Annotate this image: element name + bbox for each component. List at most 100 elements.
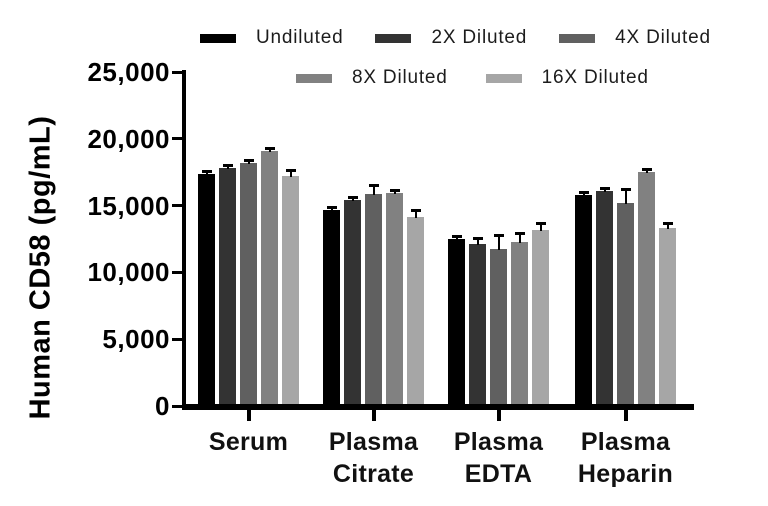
bar-2x-diluted [596, 190, 613, 408]
y-axis-tick-label: 5,000 [102, 324, 170, 355]
y-axis-tick-label: 10,000 [87, 257, 170, 288]
error-bar-cap [578, 190, 589, 194]
error-bar-stem [393, 190, 396, 194]
legend-label: 8X Diluted [352, 67, 448, 88]
y-axis-tick-label: 15,000 [87, 190, 170, 221]
x-axis-line [182, 404, 694, 410]
y-axis-tick-label: 25,000 [87, 57, 170, 87]
y-axis-tick [172, 337, 183, 341]
bar-8x-diluted [511, 241, 528, 408]
y-axis-tick-label: 0 [155, 391, 170, 421]
bar-2x-diluted [344, 199, 361, 408]
error-bar-stem [455, 237, 458, 240]
y-axis-tick [172, 404, 183, 408]
x-category-label: Plasma EDTA [414, 426, 584, 490]
bar-16x-diluted [532, 230, 549, 408]
legend-label: 16X Diluted [541, 67, 649, 88]
y-axis-tick [172, 137, 183, 141]
y-axis-tick [172, 70, 183, 74]
legend-label: 4X Diluted [615, 27, 711, 48]
error-bar-cap [514, 232, 525, 236]
error-bar-stem [497, 236, 500, 250]
bar-8x-diluted [638, 171, 655, 408]
x-category-label-line: Plasma [328, 428, 419, 456]
y-axis-title-text: Human CD58 (pg/mL) [24, 115, 57, 420]
error-bar-cap [493, 234, 504, 238]
y-axis-tick [172, 204, 183, 208]
bar-undiluted [448, 239, 465, 408]
bar-4x-diluted [365, 193, 382, 408]
x-axis-tick [623, 410, 628, 421]
legend-swatch-icon [200, 33, 236, 43]
x-axis-tick [246, 410, 251, 421]
legend-item-undiluted: Undiluted [200, 27, 343, 49]
y-axis-tick [172, 270, 183, 274]
legend-item-2x-diluted: 2X Diluted [375, 27, 527, 49]
error-bar-stem [247, 160, 250, 164]
x-category-label: Plasma Citrate [289, 426, 459, 490]
error-bar-stem [289, 170, 292, 177]
legend-item-8x-diluted: 8X Diluted [296, 67, 448, 89]
x-category-label-line: Plasma [580, 428, 671, 456]
error-bar-cap [389, 188, 400, 192]
bar-undiluted [198, 173, 215, 408]
error-bar-cap [201, 169, 212, 173]
error-bar-stem [330, 207, 333, 211]
error-bar-cap [662, 222, 673, 226]
legend-swatch-icon [296, 73, 332, 83]
error-bar-cap [472, 237, 483, 240]
error-bar-cap [326, 205, 337, 209]
error-bar-cap [222, 164, 233, 168]
x-category-label-line: Plasma [453, 428, 544, 456]
legend-row-2: 8X Diluted 16X Diluted [296, 67, 649, 89]
error-bar-stem [268, 148, 271, 152]
bar-16x-diluted [407, 216, 424, 408]
legend-item-4x-diluted: 4X Diluted [559, 27, 711, 49]
bar-4x-diluted [617, 202, 634, 408]
x-category-label: Plasma Heparin [541, 426, 711, 490]
bar-4x-diluted [240, 162, 257, 408]
legend-row-1: Undiluted 2X Diluted 4X Diluted [200, 27, 711, 49]
x-category-label-line: Serum [208, 428, 289, 456]
legend-item-16x-diluted: 16X Diluted [485, 67, 649, 89]
bar-8x-diluted [386, 192, 403, 408]
error-bar-cap [347, 195, 358, 199]
error-bar-cap [599, 186, 610, 190]
error-bar-cap [535, 222, 546, 226]
error-bar-stem [582, 192, 585, 196]
error-bar-stem [539, 224, 542, 232]
error-bar-stem [624, 190, 627, 204]
x-axis-tick [496, 410, 501, 421]
y-axis-line [182, 70, 186, 410]
bar-16x-diluted [282, 175, 299, 408]
bar-undiluted [575, 194, 592, 408]
x-category-label-line: Heparin [577, 460, 674, 488]
legend-label: 2X Diluted [431, 27, 528, 48]
x-category-label-line: EDTA [464, 460, 533, 488]
error-bar-stem [414, 210, 417, 218]
error-bar-cap [451, 235, 462, 238]
bar-4x-diluted [490, 249, 507, 408]
error-bar-stem [205, 171, 208, 175]
error-bar-cap [641, 167, 652, 171]
y-axis-tick-label: 20,000 [87, 123, 170, 154]
error-bar-stem [372, 186, 375, 195]
legend-swatch-icon [375, 33, 412, 43]
bar-2x-diluted [219, 168, 236, 408]
error-bar-stem [476, 239, 479, 245]
error-bar-cap [410, 208, 421, 212]
bar-undiluted [323, 209, 340, 408]
bar-8x-diluted [261, 150, 278, 408]
error-bar-stem [351, 197, 354, 201]
error-bar-cap [368, 184, 379, 188]
error-bar-stem [226, 166, 229, 170]
error-bar-cap [620, 188, 631, 192]
error-bar-stem [666, 224, 669, 229]
x-axis-tick [371, 410, 376, 421]
legend-swatch-icon [485, 73, 522, 83]
legend-label: Undiluted [256, 27, 344, 48]
error-bar-stem [603, 188, 606, 192]
legend-swatch-icon [559, 33, 596, 43]
error-bar-cap [285, 168, 296, 172]
